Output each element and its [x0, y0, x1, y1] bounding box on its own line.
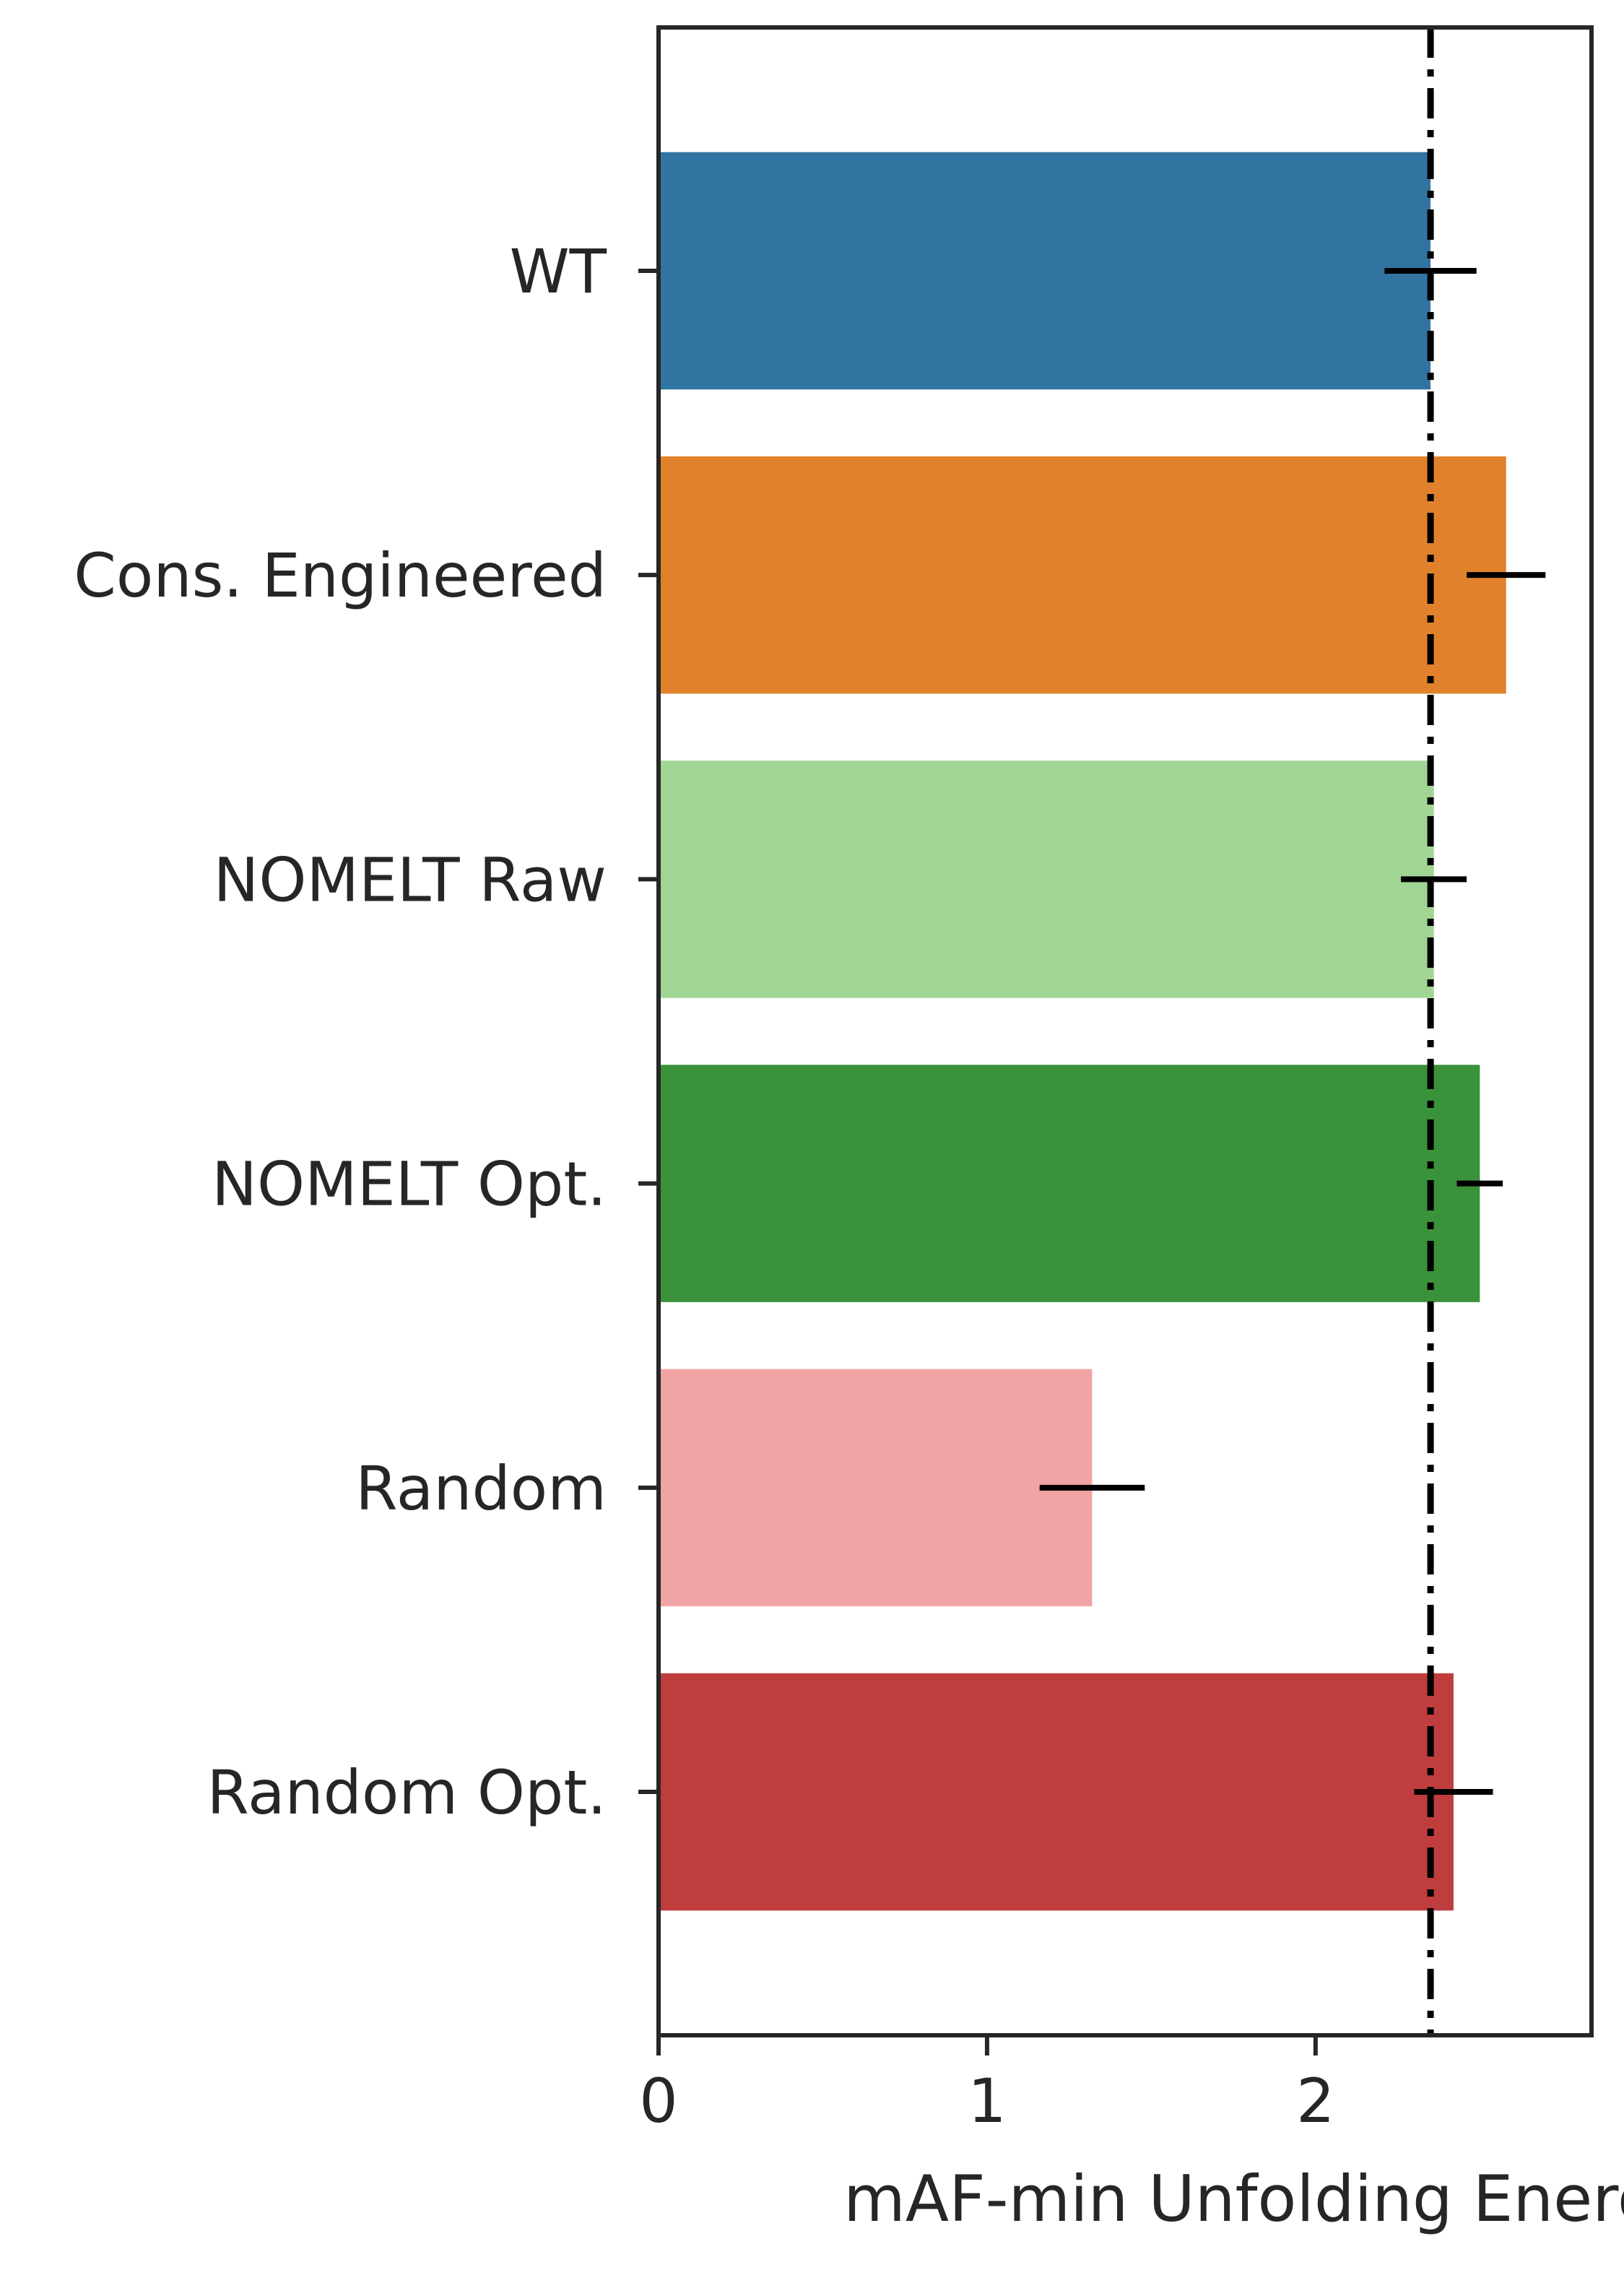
y-tick-label-1: Cons. Engineered — [74, 540, 607, 611]
y-tick-label-5: Random Opt. — [207, 1757, 607, 1828]
bar-1 — [659, 456, 1506, 694]
y-tick-label-0: WT — [510, 236, 607, 307]
x-tick-label-2: 2 — [1296, 2066, 1334, 2136]
x-tick-label-1: 1 — [968, 2066, 1006, 2136]
x-tick-label-0: 0 — [639, 2066, 677, 2136]
y-axis-ticks: WT Cons. Engineered NOMELT Raw NOMELT Opt. R… — [74, 236, 659, 1828]
bar-3 — [659, 1065, 1480, 1302]
y-tick-label-3: NOMELT Opt. — [212, 1149, 607, 1220]
bar-0 — [659, 152, 1431, 390]
plot-frame — [656, 25, 1594, 2037]
bar-2 — [659, 761, 1434, 998]
error-bars — [1039, 267, 1546, 1795]
bars — [659, 152, 1506, 1911]
y-tick-label-4: Random — [355, 1453, 607, 1524]
bar-4 — [659, 1369, 1093, 1607]
y-tick-label-2: NOMELT Raw — [214, 844, 607, 915]
x-axis-label: mAF-min Unfolding Energy — [843, 2162, 1624, 2236]
bar-5 — [659, 1673, 1454, 1911]
x-axis-ticks: 0 1 2 — [639, 2035, 1335, 2136]
